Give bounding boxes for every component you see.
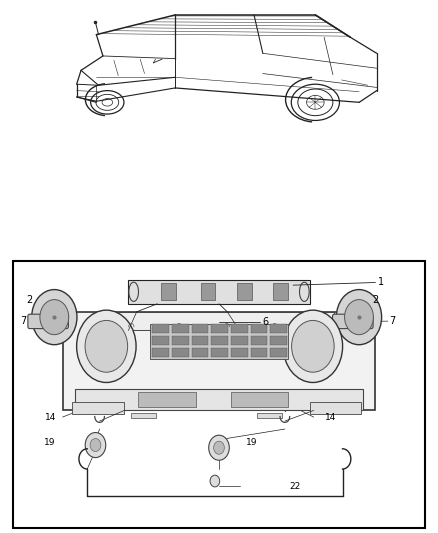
Circle shape (77, 310, 136, 383)
Circle shape (214, 441, 224, 454)
Bar (131, 414, 156, 418)
Text: 22: 22 (289, 482, 300, 491)
Bar (150, 324, 288, 359)
Bar (152, 325, 169, 333)
Bar (191, 348, 208, 357)
Bar (72, 401, 124, 414)
Bar (231, 325, 247, 333)
Bar (172, 348, 189, 357)
Text: 14: 14 (325, 413, 336, 422)
Bar (172, 336, 189, 345)
Circle shape (336, 289, 381, 345)
Bar (191, 336, 208, 345)
Bar (251, 336, 267, 345)
FancyBboxPatch shape (28, 314, 68, 328)
Text: 7: 7 (20, 316, 27, 326)
Bar (211, 336, 228, 345)
Text: 19: 19 (246, 438, 258, 447)
Text: 2: 2 (372, 295, 378, 305)
Bar (13, 261, 425, 528)
Text: 7: 7 (389, 316, 395, 326)
Bar (152, 336, 169, 345)
Circle shape (292, 320, 334, 372)
Bar (201, 284, 215, 300)
Bar (152, 348, 169, 357)
Bar (161, 284, 176, 300)
Bar (273, 284, 288, 300)
Circle shape (208, 435, 230, 460)
Text: 2: 2 (26, 295, 33, 305)
Bar (138, 392, 196, 407)
Bar (172, 325, 189, 333)
Bar (257, 414, 282, 418)
Bar (191, 325, 208, 333)
Circle shape (210, 475, 220, 487)
Bar (211, 348, 228, 357)
Bar (231, 348, 247, 357)
Bar (270, 336, 287, 345)
Text: 6: 6 (262, 318, 268, 327)
Text: 14: 14 (45, 413, 56, 422)
Bar (128, 280, 310, 304)
Circle shape (90, 439, 101, 451)
Bar (251, 348, 267, 357)
Text: 19: 19 (44, 438, 56, 447)
Bar (251, 325, 267, 333)
Text: 1: 1 (378, 278, 384, 287)
Circle shape (32, 289, 77, 345)
Bar (63, 312, 375, 410)
Circle shape (345, 300, 373, 335)
Bar (310, 401, 361, 414)
Bar (230, 392, 288, 407)
Bar (231, 336, 247, 345)
Bar (270, 325, 287, 333)
Bar (211, 325, 228, 333)
Circle shape (85, 433, 106, 457)
Bar (75, 389, 363, 410)
FancyBboxPatch shape (332, 314, 373, 328)
Circle shape (85, 320, 127, 372)
Bar (270, 348, 287, 357)
Bar (95, 312, 334, 330)
Bar (237, 284, 251, 300)
Circle shape (40, 300, 69, 335)
Circle shape (283, 310, 343, 383)
